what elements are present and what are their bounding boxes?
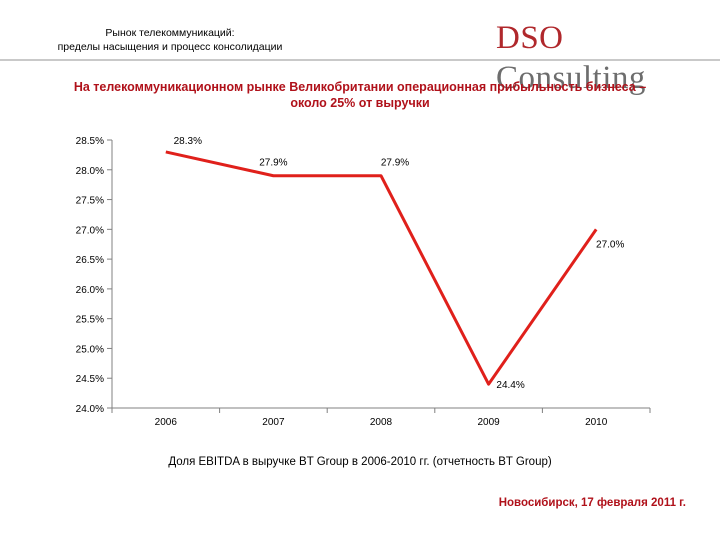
y-tick-label: 25.5% <box>76 315 104 326</box>
header-title-line1: Рынок телекоммуникаций: <box>105 27 235 39</box>
x-tick-label: 2006 <box>155 417 178 428</box>
data-label: 27.9% <box>259 158 287 169</box>
x-tick-label: 2007 <box>262 417 285 428</box>
header-divider <box>0 59 720 61</box>
x-tick-label: 2010 <box>585 417 608 428</box>
logo-consulting-text: Consulting <box>496 60 646 96</box>
data-label: 24.4% <box>496 380 524 391</box>
data-label: 27.9% <box>381 158 409 169</box>
ebitda-line-chart: 24.0% 24.5% 25.0% 25.5% 26.0% 26.5% 27.0% 27.5%… <box>76 136 651 428</box>
x-tick-label: 2008 <box>370 417 393 428</box>
y-tick-label: 27.0% <box>76 225 104 236</box>
header-title-line2: пределы насыщения и процесс консолидации <box>57 41 283 53</box>
y-tick-label: 26.0% <box>76 285 104 296</box>
slide-title-line2: около 25% от выручки <box>290 96 430 110</box>
header-title: Рынок телекоммуникаций: пределы насыщени… <box>20 26 320 54</box>
x-tick-label: 2009 <box>477 417 500 428</box>
data-label: 27.0% <box>596 239 624 250</box>
series-line <box>165 150 598 386</box>
y-tick-label: 25.0% <box>76 344 104 355</box>
data-label: 28.3% <box>174 136 202 147</box>
y-tick-label: 26.5% <box>76 255 104 266</box>
logo-dso-text: DSO <box>496 20 564 56</box>
slide-title-line1: На телекоммуникационном рынке Великобрит… <box>73 80 647 94</box>
dso-consulting-logo: DSO Consulting <box>496 18 720 98</box>
slide-title: На телекоммуникационном рынке Великобрит… <box>20 79 700 111</box>
y-tick-label: 27.5% <box>76 196 104 207</box>
y-tick-label: 24.5% <box>76 374 104 385</box>
y-tick-label: 28.5% <box>76 136 104 147</box>
y-tick-label: 24.0% <box>76 404 104 415</box>
footer-location-date: Новосибирск, 17 февраля 2011 г. <box>498 497 686 509</box>
chart-caption: Доля EBITDA в выручке BT Group в 2006-20… <box>168 456 552 468</box>
y-tick-label: 28.0% <box>76 166 104 177</box>
